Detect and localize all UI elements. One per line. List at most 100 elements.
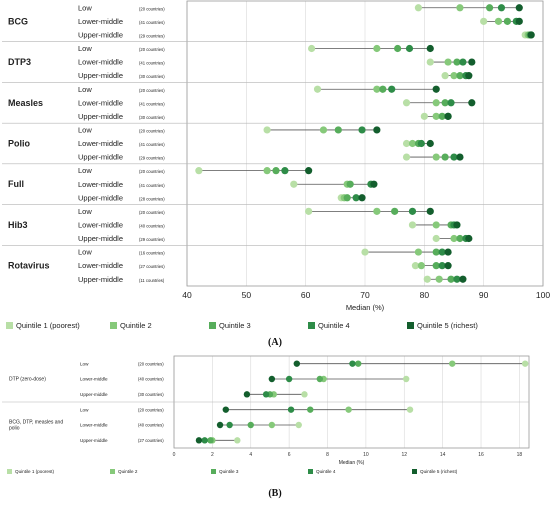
quintile-5-point (468, 99, 476, 107)
quintile-5-point (305, 167, 313, 175)
quintile-2-point (417, 262, 425, 270)
quintile-3-point (503, 17, 511, 25)
quintile-3-point (394, 44, 402, 53)
quintile-5-point (216, 421, 224, 429)
quintile-2-point (444, 58, 452, 66)
quintile-2-point (373, 85, 381, 93)
quintile-1-point (402, 99, 411, 107)
legend-swatch-quintile-4 (308, 469, 313, 474)
quintile-5-point (370, 180, 378, 188)
quintile-2-point (373, 44, 381, 53)
quintile-1-point (234, 437, 241, 444)
quintile-3-point (456, 234, 464, 243)
quintile-3-point (391, 207, 399, 215)
quintile-4-point (497, 4, 506, 12)
group-label: Measles (8, 98, 43, 108)
row-count-label: (20 countries) (139, 88, 165, 93)
quintile-3-point (343, 194, 351, 202)
quintile-2-point (268, 421, 276, 429)
quintile-4-point (358, 126, 366, 134)
quintile-1-point (521, 360, 529, 367)
group-label: Full (8, 179, 24, 189)
row-level-label: Lower-middle (78, 139, 123, 148)
quintile-2-point (435, 275, 443, 283)
quintile-2-point (456, 4, 464, 12)
row-level-label: Low (78, 85, 92, 94)
row-count-label: (20 countries) (138, 407, 164, 412)
row-level-label: Low (80, 407, 89, 412)
x-tick-label: 0 (173, 452, 176, 458)
legend-swatch-quintile-3 (209, 322, 216, 329)
row-level-label: Upper-middle (78, 31, 123, 40)
legend-label: Quintile 4 (316, 469, 336, 474)
quintile-3-point (486, 4, 494, 12)
legend-swatch-quintile-5 (412, 469, 417, 474)
quintile-4-point (408, 207, 417, 215)
x-tick-label: 60 (301, 290, 311, 300)
quintile-1-point (301, 391, 308, 398)
quintile-5-point (268, 375, 276, 383)
quintile-5-point (468, 58, 476, 66)
row-count-label: (29 countries) (139, 156, 165, 161)
quintile-4-point (438, 262, 446, 270)
quintile-4-point (262, 391, 270, 398)
quintile-5-point (515, 17, 523, 25)
row-count-label: (27 countries) (138, 438, 164, 443)
quintile-5-point (373, 126, 381, 134)
quintile-2-point (263, 167, 271, 175)
row-level-label: Upper-middle (80, 392, 108, 397)
quintile-2-point (450, 72, 458, 80)
row-count-label: (30 countries) (139, 74, 165, 79)
row-level-label: Upper-middle (78, 71, 123, 80)
row-count-label: (40 countries) (138, 423, 164, 428)
quintile-2-point (450, 234, 458, 243)
group-label: Hib3 (8, 220, 28, 230)
quintile-5-point (432, 85, 440, 93)
row-level-label: Low (78, 248, 92, 257)
quintile-3-point (207, 437, 214, 444)
row-count-label: (40 countries) (138, 377, 164, 382)
x-axis-label: Median (%) (346, 303, 385, 312)
quintile-4-point (450, 153, 458, 161)
row-level-label: Lower-middle (78, 261, 123, 270)
row-level-label: Lower-middle (78, 17, 123, 26)
panel-label: (B) (268, 488, 281, 499)
x-tick-label: 40 (182, 290, 192, 300)
quintile-1-point (402, 153, 411, 161)
row-count-label: (29 countries) (139, 237, 165, 242)
quintile-5-point (243, 391, 251, 398)
quintile-5-point (222, 406, 230, 413)
quintile-1-point (406, 406, 414, 413)
chart-panel-b: DTP (zero-dose) Low (20 countries) Lower-mi… (2, 355, 530, 499)
legend-swatch-quintile-5 (407, 322, 414, 329)
quintile-5-point (426, 207, 434, 215)
quintile-1-point (480, 17, 488, 25)
row-count-label: (27 countries) (139, 264, 165, 269)
quintile-1-point (402, 139, 411, 148)
group-label: BCG, DTP, measles and polio (9, 419, 63, 431)
quintile-3-point (432, 262, 440, 270)
group-label-line: DTP (zero-dose) (9, 377, 46, 383)
legend-swatch-quintile-1 (6, 322, 13, 329)
quintile-1-point (432, 234, 440, 243)
quintile-1-point (290, 180, 298, 188)
row-level-label: Low (78, 3, 92, 12)
legend-label: Quintile 3 (219, 321, 251, 330)
quintile-3-point (334, 126, 342, 134)
legend-label: Quintile 1 (poorest) (15, 469, 55, 474)
group-label: DTP3 (8, 57, 31, 67)
quintile-2-point (373, 207, 381, 215)
quintile-5-point (444, 262, 452, 270)
quintile-2-point (432, 112, 440, 120)
quintile-3-point (355, 360, 362, 367)
row-level-label: Upper-middle (78, 112, 123, 121)
legend-label: Quintile 5 (richest) (420, 469, 458, 474)
quintile-1-point (408, 221, 417, 229)
row-count-label: (30 countries) (138, 392, 164, 397)
quintile-2-point (319, 126, 328, 134)
quintile-2-point (408, 139, 417, 148)
quintile-3-point (307, 406, 314, 413)
quintile-2-point (449, 360, 456, 367)
quintile-4-point (405, 44, 414, 53)
